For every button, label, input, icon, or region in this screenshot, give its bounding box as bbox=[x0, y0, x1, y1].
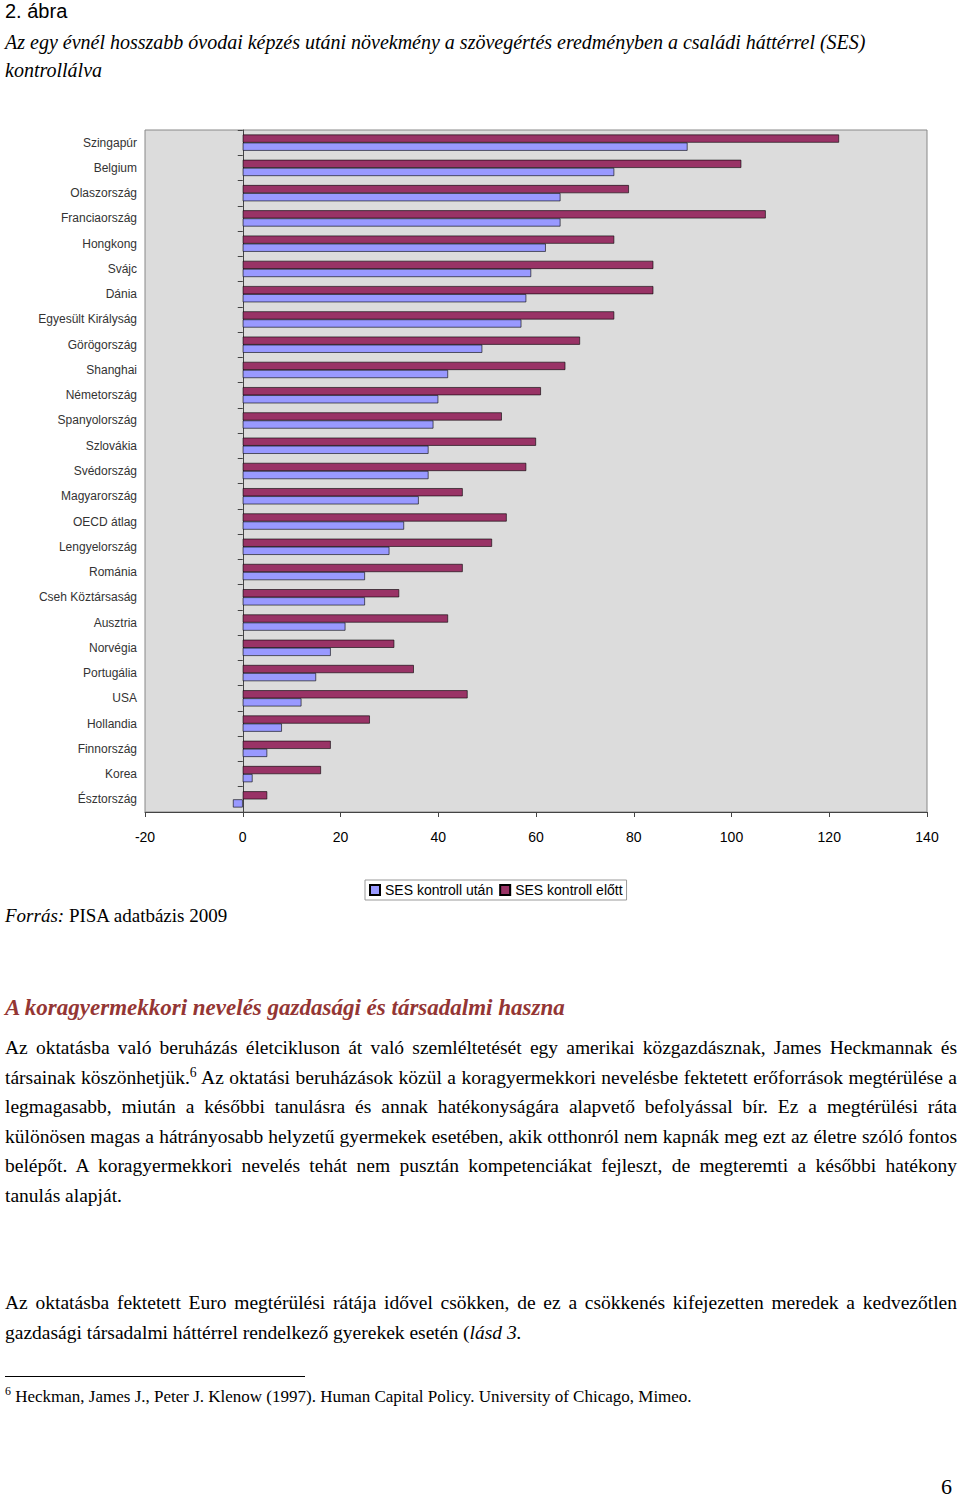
svg-text:Korea: Korea bbox=[105, 767, 137, 781]
svg-text:SES kontroll után: SES kontroll után bbox=[385, 882, 493, 898]
html-text:Az oktatásba való beruházás él: Az oktatásba való beruházás életcikluson… bbox=[5, 1037, 957, 1206]
svg-text:80: 80 bbox=[626, 829, 642, 845]
svg-text:Belgium: Belgium bbox=[94, 161, 137, 175]
html-text:A koragyermekkori nevelés gazd: A koragyermekkori nevelés gazdasági és t… bbox=[5, 995, 565, 1020]
svg-text:Olaszország: Olaszország bbox=[70, 186, 137, 200]
svg-text:SES kontroll előtt: SES kontroll előtt bbox=[515, 882, 622, 898]
svg-text:100: 100 bbox=[720, 829, 744, 845]
svg-text:120: 120 bbox=[818, 829, 842, 845]
svg-text:Románia: Románia bbox=[89, 565, 137, 579]
svg-text:Svédország: Svédország bbox=[74, 464, 137, 478]
svg-text:Finnország: Finnország bbox=[78, 742, 137, 756]
html-text:2. ábra: 2. ábra bbox=[5, 0, 68, 22]
svg-text:Franciaország: Franciaország bbox=[61, 211, 137, 225]
svg-text:Hongkong: Hongkong bbox=[82, 237, 137, 251]
svg-text:Cseh Köztársaság: Cseh Köztársaság bbox=[39, 590, 137, 604]
html-text:Az oktatásba fektetett Euro me: Az oktatásba fektetett Euro megtérülési … bbox=[5, 1292, 957, 1343]
html-text:Az egy évnél hosszabb óvodai k: Az egy évnél hosszabb óvodai képzés után… bbox=[5, 31, 866, 81]
svg-text:-20: -20 bbox=[135, 829, 155, 845]
svg-text:Svájc: Svájc bbox=[108, 262, 137, 276]
svg-text:Magyarország: Magyarország bbox=[61, 489, 137, 503]
svg-text:40: 40 bbox=[430, 829, 446, 845]
svg-text:Szlovákia: Szlovákia bbox=[86, 439, 138, 453]
html-text:6: 6 bbox=[941, 1474, 952, 1499]
html-text:Forrás: PISA adatbázis 2009: Forrás: PISA adatbázis 2009 bbox=[5, 905, 228, 926]
svg-text:Norvégia: Norvégia bbox=[89, 641, 137, 655]
svg-text:Észtország: Észtország bbox=[78, 791, 137, 806]
svg-text:Dánia: Dánia bbox=[106, 287, 138, 301]
svg-text:Németország: Németország bbox=[66, 388, 137, 402]
svg-text:Ausztria: Ausztria bbox=[94, 616, 138, 630]
svg-text:Görögország: Görögország bbox=[68, 338, 137, 352]
svg-text:Shanghai: Shanghai bbox=[86, 363, 137, 377]
svg-text:0: 0 bbox=[239, 829, 247, 845]
svg-text:Hollandia: Hollandia bbox=[87, 717, 137, 731]
svg-text:140: 140 bbox=[915, 829, 939, 845]
svg-text:USA: USA bbox=[112, 691, 137, 705]
svg-text:OECD átlag: OECD átlag bbox=[73, 515, 137, 529]
svg-text:Egyesült Királyság: Egyesült Királyság bbox=[38, 312, 137, 326]
svg-text:60: 60 bbox=[528, 829, 544, 845]
svg-text:Spanyolország: Spanyolország bbox=[58, 413, 137, 427]
svg-text:Szingapúr: Szingapúr bbox=[83, 136, 137, 150]
svg-text:20: 20 bbox=[333, 829, 349, 845]
svg-text:Portugália: Portugália bbox=[83, 666, 137, 680]
svg-text:Lengyelország: Lengyelország bbox=[59, 540, 137, 554]
html-text:6Heckman, James J., Peter J. K: 6Heckman, James J., Peter J. Klenow (199… bbox=[5, 1384, 692, 1406]
